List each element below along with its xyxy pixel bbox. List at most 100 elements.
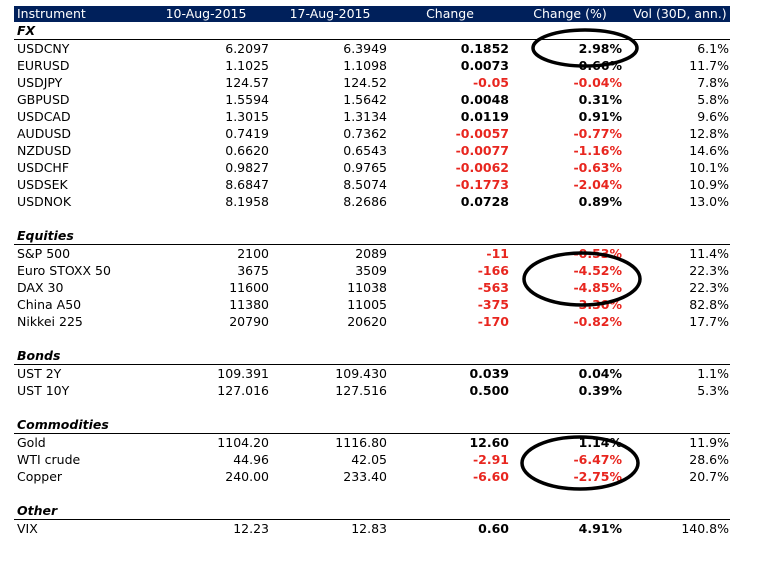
instrument-cell: China A50	[17, 297, 82, 312]
volatility-cell: 10.9%	[689, 177, 729, 192]
section-header-row: Equities	[14, 227, 730, 245]
market-summary-table: Instrument 10-Aug-2015 17-Aug-2015 Chang…	[14, 6, 730, 537]
table-row: USDCAD 1.3015 1.3134 0.0119 0.91% 9.6%	[14, 108, 730, 125]
instrument-cell: USDSEK	[17, 177, 68, 192]
spacer-cell	[14, 210, 730, 227]
header-volatility: Vol (30D, ann.)	[628, 6, 730, 22]
volatility-cell: 22.3%	[689, 280, 729, 295]
change-cell: -6.60	[472, 469, 509, 484]
section-spacer	[14, 330, 730, 347]
date1-value-cell: 11380	[229, 297, 269, 312]
section-header-row: FX	[14, 22, 730, 40]
date2-value-cell: 11005	[347, 297, 387, 312]
volatility-cell: 140.8%	[681, 521, 729, 536]
date1-value-cell: 109.391	[217, 366, 269, 381]
date1-value-cell: 20790	[229, 314, 269, 329]
instrument-cell: UST 2Y	[17, 366, 62, 381]
table-row: VIX 12.23 12.83 0.60 4.91% 140.8%	[14, 520, 730, 538]
section-spacer	[14, 399, 730, 416]
volatility-cell: 7.8%	[697, 75, 729, 90]
change-pct-cell: -0.04%	[573, 75, 622, 90]
date1-value-cell: 6.2097	[225, 41, 269, 56]
change-cell: 0.500	[469, 383, 509, 398]
header-date-1: 10-Aug-2015	[140, 6, 270, 22]
volatility-cell: 11.7%	[689, 58, 729, 73]
date2-value-cell: 8.5074	[343, 177, 387, 192]
date2-value-cell: 1.1098	[343, 58, 387, 73]
change-cell: 0.0728	[460, 194, 509, 209]
volatility-cell: 10.1%	[689, 160, 729, 175]
date1-value-cell: 0.7419	[225, 126, 269, 141]
date1-value-cell: 3675	[237, 263, 269, 278]
instrument-cell: UST 10Y	[17, 383, 70, 398]
change-pct-cell: -1.16%	[573, 143, 622, 158]
change-cell: -0.1773	[455, 177, 509, 192]
table-row: USDNOK 8.1958 8.2686 0.0728 0.89% 13.0%	[14, 193, 730, 210]
volatility-cell: 28.6%	[689, 452, 729, 467]
date2-value-cell: 2089	[355, 246, 387, 261]
section-spacer	[14, 485, 730, 502]
change-pct-cell: 1.14%	[578, 435, 622, 450]
table-body: FX USDCNY 6.2097 6.3949 0.1852 2.98% 6.1% EURUS…	[14, 22, 730, 537]
instrument-cell: VIX	[17, 521, 38, 536]
volatility-cell: 11.4%	[689, 246, 729, 261]
table-row: Gold 1104.20 1116.80 12.60 1.14% 11.9%	[14, 434, 730, 452]
date2-value-cell: 6.3949	[343, 41, 387, 56]
table-row: AUDUSD 0.7419 0.7362 -0.0057 -0.77% 12.8%	[14, 125, 730, 142]
change-cell: -0.0057	[455, 126, 509, 141]
section-header-row: Other	[14, 502, 730, 520]
table-row: UST 2Y 109.391 109.430 0.039 0.04% 1.1%	[14, 365, 730, 383]
date2-value-cell: 124.52	[343, 75, 387, 90]
table-row: NZDUSD 0.6620 0.6543 -0.0077 -1.16% 14.6%	[14, 142, 730, 159]
change-cell: 12.60	[469, 435, 509, 450]
change-pct-cell: 0.31%	[578, 92, 622, 107]
change-pct-cell: 0.89%	[578, 194, 622, 209]
instrument-cell: EURUSD	[17, 58, 70, 73]
change-cell: -11	[486, 246, 509, 261]
header-change: Change	[388, 6, 510, 22]
change-cell: -2.91	[472, 452, 509, 467]
change-cell: -170	[477, 314, 509, 329]
instrument-cell: AUDUSD	[17, 126, 72, 141]
spacer-cell	[14, 485, 730, 502]
volatility-cell: 11.9%	[689, 435, 729, 450]
table-row: UST 10Y 127.016 127.516 0.500 0.39% 5.3%	[14, 382, 730, 399]
instrument-cell: Gold	[17, 435, 46, 450]
change-pct-cell: -0.77%	[573, 126, 622, 141]
instrument-cell: USDCNY	[17, 41, 70, 56]
change-pct-cell: -3.30%	[573, 297, 622, 312]
volatility-cell: 9.6%	[697, 109, 729, 124]
change-cell: -375	[477, 297, 509, 312]
date2-value-cell: 3509	[355, 263, 387, 278]
date2-value-cell: 42.05	[351, 452, 387, 467]
change-cell: 0.039	[469, 366, 509, 381]
header-date-2: 17-Aug-2015	[270, 6, 388, 22]
date1-value-cell: 1.1025	[225, 58, 269, 73]
volatility-cell: 14.6%	[689, 143, 729, 158]
instrument-cell: USDCAD	[17, 109, 71, 124]
change-pct-cell: -2.75%	[573, 469, 622, 484]
date2-value-cell: 0.7362	[343, 126, 387, 141]
instrument-cell: NZDUSD	[17, 143, 72, 158]
change-pct-cell: 0.39%	[578, 383, 622, 398]
date1-value-cell: 44.96	[233, 452, 269, 467]
table-row: Nikkei 225 20790 20620 -170 -0.82% 17.7%	[14, 313, 730, 330]
header-instrument: Instrument	[14, 6, 140, 22]
change-pct-cell: -0.53%	[573, 246, 622, 261]
instrument-cell: Euro STOXX 50	[17, 263, 111, 278]
volatility-cell: 5.3%	[697, 383, 729, 398]
date1-value-cell: 1.3015	[225, 109, 269, 124]
change-pct-cell: 0.66%	[578, 58, 622, 73]
date2-value-cell: 0.9765	[343, 160, 387, 175]
section-spacer	[14, 210, 730, 227]
volatility-cell: 6.1%	[697, 41, 729, 56]
date1-value-cell: 124.57	[225, 75, 269, 90]
date1-value-cell: 8.1958	[225, 194, 269, 209]
change-cell: 0.0048	[460, 92, 509, 107]
date1-value-cell: 8.6847	[225, 177, 269, 192]
change-cell: -0.0062	[455, 160, 509, 175]
table-row: USDJPY 124.57 124.52 -0.05 -0.04% 7.8%	[14, 74, 730, 91]
spacer-cell	[14, 399, 730, 416]
volatility-cell: 22.3%	[689, 263, 729, 278]
change-pct-cell: -0.82%	[573, 314, 622, 329]
